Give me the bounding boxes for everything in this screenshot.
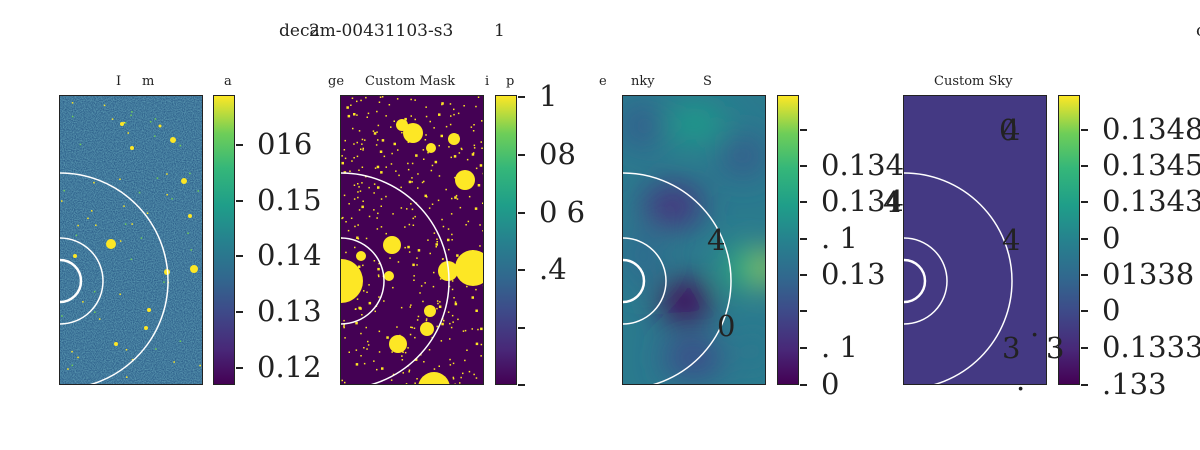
- colorbar-tick: [800, 384, 807, 386]
- colorbar-tick-label: 016: [257, 127, 313, 161]
- colorbar-tick-label: 0.12: [257, 350, 322, 384]
- sky-stray-label: 4: [883, 185, 902, 219]
- colorbar-tick: [1081, 238, 1088, 240]
- panel4-title: Custom Sky: [934, 74, 1013, 89]
- panel2-title-a: ge: [328, 74, 345, 89]
- figure-suptitle-right: c: [1196, 21, 1200, 41]
- sky-stray-label: 0: [717, 309, 736, 343]
- colorbar-tick: [236, 200, 243, 202]
- colorbar-tick: [236, 311, 243, 313]
- colorbar-tick-label: .133: [1102, 367, 1167, 401]
- colorbar-tick: [518, 154, 525, 156]
- panel2-title: Custom Mask: [365, 74, 456, 89]
- colorbar-tick: [518, 96, 525, 98]
- colorbar-tick-label: 08: [539, 137, 576, 171]
- colorbar-tick: [518, 212, 525, 214]
- colorbar-tick-label: 0.1343: [1102, 184, 1200, 218]
- colorbar-tick-label: 0.13: [257, 294, 322, 328]
- colorbar-tick-label: 0.1333: [1102, 330, 1200, 364]
- colorbar-tick: [1081, 129, 1088, 131]
- colorbar-tick-label: 0: [1102, 293, 1121, 327]
- colorbar-tick-label: . 1: [821, 221, 858, 255]
- colorbar-tick: [518, 327, 525, 329]
- panel2-title-d: p: [506, 74, 515, 89]
- custom-sky-stray-label: 3: [1002, 331, 1021, 365]
- colorbar-tick: [800, 165, 807, 167]
- colorbar-tick-label: 0: [821, 367, 840, 401]
- colorbar-tick-label: 0.134: [821, 184, 905, 218]
- colorbar-tick: [1081, 274, 1088, 276]
- image-colorbar: [213, 95, 235, 385]
- colorbar-tick-label: 0.14: [257, 238, 322, 272]
- custom-sky-stray-label: .: [1016, 363, 1026, 397]
- custom-sky-stray-label: 3: [1046, 331, 1065, 365]
- colorbar-tick: [236, 255, 243, 257]
- colorbar-tick-label: 0: [1102, 221, 1121, 255]
- custom-sky-stray-label: 0: [999, 113, 1018, 147]
- panel3-title-a: e: [599, 74, 607, 89]
- colorbar-tick: [1081, 347, 1088, 349]
- colorbar-tick-label: . 1: [821, 330, 858, 364]
- colorbar-tick-label: 0 6: [539, 195, 586, 229]
- panel1-title-a: I: [116, 74, 122, 89]
- colorbar-tick-label: .4: [539, 252, 567, 286]
- colorbar-tick-label: 0.15: [257, 183, 322, 217]
- sky-stray-label: 4: [707, 223, 726, 257]
- panel1-title-c: a: [224, 74, 232, 89]
- panel3-title-b: nky: [631, 74, 655, 89]
- figure-suptitle-overlap: 2: [309, 21, 320, 41]
- sky-colorbar: [777, 95, 799, 385]
- custom-sky-stray-label: 4: [1002, 223, 1021, 257]
- colorbar-tick: [518, 384, 525, 386]
- colorbar-tick-label: 0.1345: [1102, 148, 1200, 182]
- figure-suptitle: decam-00431103-s3: [279, 21, 454, 41]
- colorbar-tick: [800, 274, 807, 276]
- colorbar-tick: [1081, 201, 1088, 203]
- figure-suptitle-number: 1: [494, 21, 505, 41]
- panel3-title-c: S: [703, 74, 712, 89]
- colorbar-tick: [518, 269, 525, 271]
- panel2-title-c: i: [485, 74, 490, 89]
- sky-panel: [622, 95, 766, 385]
- colorbar-tick-label: 1: [539, 79, 558, 113]
- colorbar-tick-label: 01338: [1102, 257, 1195, 291]
- colorbar-tick: [236, 144, 243, 146]
- custom-sky-panel: [903, 95, 1047, 385]
- panel1-title-b: m: [142, 74, 155, 89]
- colorbar-tick: [800, 129, 807, 131]
- colorbar-tick: [1081, 384, 1088, 386]
- custom-sky-colorbar: [1058, 95, 1080, 385]
- colorbar-tick-label: 0.1348: [1102, 112, 1200, 146]
- colorbar-tick: [800, 201, 807, 203]
- mask-panel: [340, 95, 484, 385]
- custom-sky-stray-label: .: [1030, 309, 1040, 343]
- custom-sky-stray-label: 4: [1002, 113, 1021, 147]
- colorbar-tick: [236, 367, 243, 369]
- colorbar-tick-label: 0.13: [821, 257, 886, 291]
- image-panel: [59, 95, 203, 385]
- colorbar-tick: [1081, 310, 1088, 312]
- colorbar-tick: [800, 310, 807, 312]
- colorbar-tick: [800, 238, 807, 240]
- colorbar-tick: [1081, 165, 1088, 167]
- mask-colorbar: [495, 95, 517, 385]
- colorbar-tick: [800, 347, 807, 349]
